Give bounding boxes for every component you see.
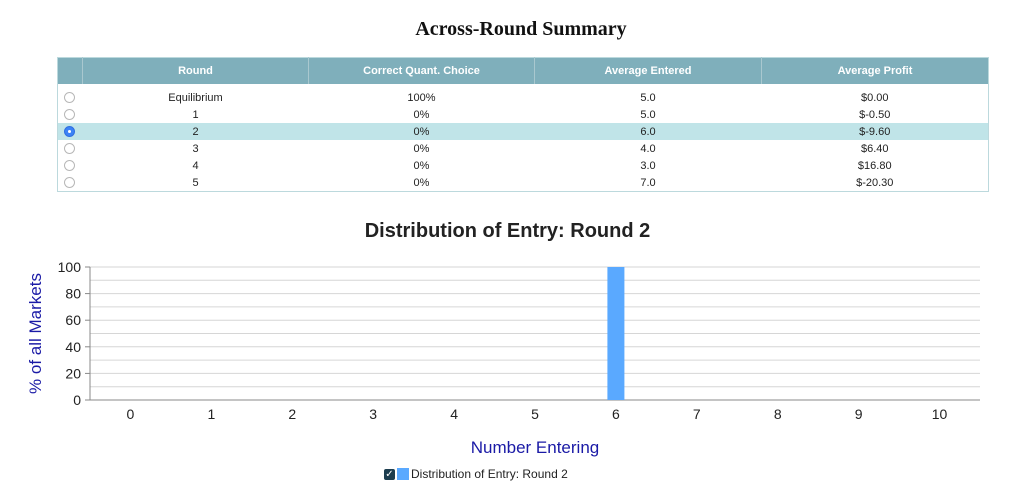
column-header-average-entered: Average Entered [534, 57, 762, 84]
round-cell: 5 [192, 176, 199, 189]
table-row[interactable]: Equilibrium 100% 5.0 $0.00 [58, 84, 989, 106]
x-tick-label: 1 [207, 406, 215, 422]
column-header-correct-quant-choice: Correct Quant. Choice [308, 57, 535, 84]
profit-cell: $0.00 [860, 91, 889, 104]
entered-cell: 3.0 [640, 159, 656, 172]
legend-checkbox[interactable]: ✓ [384, 468, 395, 480]
y-tick-label: 100 [58, 259, 82, 275]
round-cell: 1 [192, 108, 199, 121]
chart-title: Distribution of Entry: Round 2 [364, 220, 651, 242]
row-radio-button[interactable] [64, 143, 75, 155]
bar [607, 267, 625, 400]
round-cell: 3 [192, 142, 199, 155]
profit-cell: $-20.30 [856, 176, 894, 189]
column-header-round: Round [82, 57, 309, 84]
x-axis-title: Number Entering [471, 438, 600, 457]
row-radio-button[interactable] [64, 92, 75, 104]
entered-cell: 6.0 [534, 123, 762, 140]
y-tick-label: 20 [65, 365, 81, 381]
column-header-average-profit: Average Profit [761, 57, 989, 84]
correct-cell: 0% [413, 108, 430, 121]
select-column-header [57, 57, 83, 84]
table-row[interactable]: 1 0% 5.0 $-0.50 [58, 106, 989, 123]
table-row[interactable]: 5 0% 7.0 $-20.30 [58, 174, 989, 192]
x-tick-label: 0 [127, 406, 135, 422]
summary-table: Round Correct Quant. Choice Average Ente… [57, 57, 989, 192]
table-row[interactable]: 3 0% 4.0 $6.40 [58, 140, 989, 157]
y-tick-label: 40 [65, 339, 81, 355]
row-radio-button[interactable] [64, 109, 75, 121]
round-cell: 2 [82, 123, 309, 140]
x-tick-label: 7 [693, 406, 701, 422]
x-tick-label: 9 [855, 406, 863, 422]
row-radio-button[interactable] [64, 126, 75, 138]
legend-label: Distribution of Entry: Round 2 [411, 467, 568, 481]
row-radio-button[interactable] [64, 160, 75, 172]
x-tick-label: 3 [369, 406, 377, 422]
row-radio-button[interactable] [64, 177, 75, 189]
correct-cell: 0% [413, 176, 430, 189]
x-tick-label: 10 [932, 406, 948, 422]
correct-cell: 100% [407, 91, 436, 104]
round-cell: 4 [192, 159, 199, 172]
table-row[interactable]: 4 0% 3.0 $16.80 [58, 157, 989, 174]
entry-distribution-chart: 0 20 40 60 80 100 0 1 2 3 4 5 6 7 8 9 10 Number Entering%… [26, 259, 980, 457]
y-axis-title: % of all Markets [26, 273, 45, 394]
table-header-row: Round Correct Quant. Choice Average Ente… [57, 57, 989, 84]
correct-cell: 0% [308, 123, 535, 140]
entered-cell: 7.0 [640, 176, 656, 189]
x-tick-label: 5 [531, 406, 539, 422]
table-row-selected[interactable]: 2 0% 6.0 $-9.60 [57, 123, 989, 140]
legend-color-swatch [397, 468, 409, 480]
profit-cell: $-0.50 [859, 108, 891, 121]
correct-cell: 0% [413, 142, 430, 155]
round-cell: Equilibrium [168, 91, 223, 104]
x-tick-label: 2 [288, 406, 296, 422]
profit-cell: $-9.60 [761, 123, 989, 140]
x-tick-label: 4 [450, 406, 458, 422]
y-tick-label: 0 [73, 392, 81, 408]
entered-cell: 4.0 [640, 142, 656, 155]
y-tick-label: 60 [65, 312, 81, 328]
x-tick-label: 6 [612, 406, 620, 422]
x-tick-label: 8 [774, 406, 782, 422]
y-tick-label: 80 [65, 286, 81, 302]
entered-cell: 5.0 [640, 91, 656, 104]
correct-cell: 0% [413, 159, 430, 172]
profit-cell: $16.80 [857, 159, 892, 172]
chart-legend: ✓ Distribution of Entry: Round 2 [384, 467, 568, 481]
summary-title: Across-Round Summary [415, 18, 627, 40]
profit-cell: $6.40 [860, 142, 889, 155]
entered-cell: 5.0 [640, 108, 656, 121]
